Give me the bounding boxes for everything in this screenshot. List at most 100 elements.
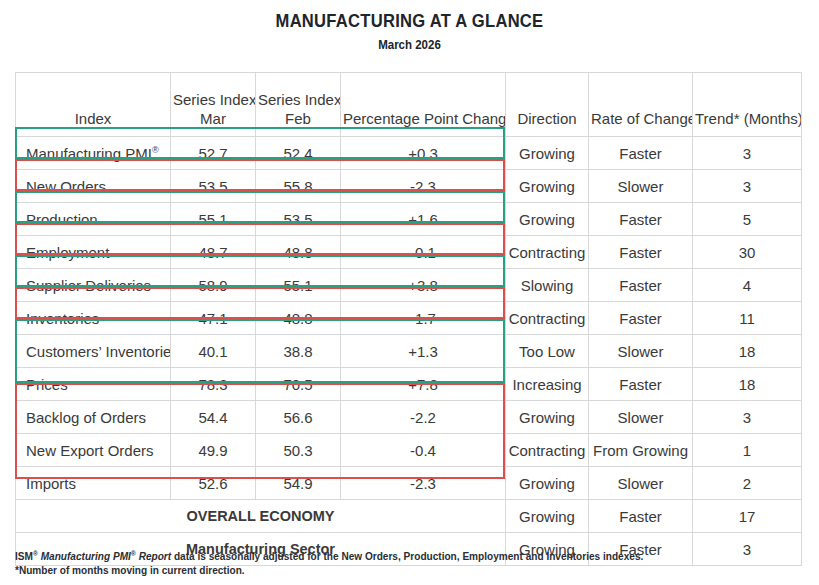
change-cell: +1.6 — [341, 203, 506, 236]
feb-cell: 50.3 — [256, 434, 341, 467]
direction-cell: Growing — [506, 203, 589, 236]
rate-cell: Faster — [589, 236, 693, 269]
trend-cell: 5 — [693, 203, 802, 236]
trend-cell: 17 — [693, 500, 802, 533]
rate-cell: Slower — [589, 170, 693, 203]
change-cell: -2.2 — [341, 401, 506, 434]
trend-cell: 11 — [693, 302, 802, 335]
mar-cell: 78.3 — [171, 368, 256, 401]
table-row-imports: Imports 52.6 54.9 -2.3 Growing Slower 2 — [16, 467, 802, 500]
mar-cell: 55.1 — [171, 203, 256, 236]
registered-mark: ® — [152, 145, 159, 155]
trend-cell: 3 — [693, 137, 802, 170]
trend-cell: 2 — [693, 467, 802, 500]
change-cell: -2.3 — [341, 170, 506, 203]
feb-cell: 52.4 — [256, 137, 341, 170]
feb-cell: 38.8 — [256, 335, 341, 368]
col-header-pct-change: Percentage Point Change — [341, 73, 506, 137]
index-cell: New Export Orders — [16, 434, 171, 467]
table-row-new-orders: New Orders 53.5 55.8 -2.3 Growing Slower… — [16, 170, 802, 203]
direction-cell: Too Low — [506, 335, 589, 368]
feb-cell: 55.1 — [256, 269, 341, 302]
col-header-direction: Direction — [506, 73, 589, 137]
mar-cell: 52.6 — [171, 467, 256, 500]
direction-cell: Growing — [506, 137, 589, 170]
trend-cell: 18 — [693, 368, 802, 401]
trend-cell: 3 — [693, 401, 802, 434]
feb-cell: 56.6 — [256, 401, 341, 434]
mar-cell: 52.7 — [171, 137, 256, 170]
trend-cell: 18 — [693, 335, 802, 368]
direction-cell: Increasing — [506, 368, 589, 401]
change-cell: +0.3 — [341, 137, 506, 170]
glance-table: Index Series Index Mar Series Index Feb … — [15, 72, 802, 566]
rate-cell: Faster — [589, 500, 693, 533]
page-title: MANUFACTURING AT A GLANCE — [33, 11, 786, 32]
table-row-employment: Employment 48.7 48.8 -0.1 Contracting Fa… — [16, 236, 802, 269]
col-header-series-index-feb: Series Index Feb — [256, 73, 341, 137]
rate-cell: Slower — [589, 335, 693, 368]
col-header-rate-of-change: Rate of Change — [589, 73, 693, 137]
mar-cell: 54.4 — [171, 401, 256, 434]
change-cell: +1.3 — [341, 335, 506, 368]
feb-cell: 48.8 — [256, 302, 341, 335]
direction-cell: Slowing — [506, 269, 589, 302]
change-cell: +7.8 — [341, 368, 506, 401]
direction-cell: Contracting — [506, 302, 589, 335]
rate-cell: From Growing — [589, 434, 693, 467]
direction-cell: Growing — [506, 467, 589, 500]
index-cell: New Orders — [16, 170, 171, 203]
col-header-index: Index — [16, 73, 171, 137]
change-cell: -0.1 — [341, 236, 506, 269]
feb-cell: 55.8 — [256, 170, 341, 203]
rate-cell: Slower — [589, 467, 693, 500]
table-row-production: Production 55.1 53.5 +1.6 Growing Faster… — [16, 203, 802, 236]
col-header-series-index-mar: Series Index Mar — [171, 73, 256, 137]
table-row-new-export-orders: New Export Orders 49.9 50.3 -0.4 Contrac… — [16, 434, 802, 467]
index-cell: Supplier Deliveries — [16, 269, 171, 302]
direction-cell: Growing — [506, 170, 589, 203]
mar-cell: 40.1 — [171, 335, 256, 368]
glance-table-wrap: Index Series Index Mar Series Index Feb … — [15, 72, 801, 566]
index-cell: Production — [16, 203, 171, 236]
feb-cell: 48.8 — [256, 236, 341, 269]
rate-cell: Faster — [589, 203, 693, 236]
direction-cell: Growing — [506, 500, 589, 533]
index-cell: Employment — [16, 236, 171, 269]
mar-cell: 47.1 — [171, 302, 256, 335]
index-cell: Manufacturing PMI® — [16, 137, 171, 170]
mar-cell: 48.7 — [171, 236, 256, 269]
footnote-seasonal-adjustment: ISM® Manufacturing PMI® Report data is s… — [15, 549, 773, 563]
rate-cell: Faster — [589, 368, 693, 401]
mar-cell: 58.9 — [171, 269, 256, 302]
report-month: March 2026 — [33, 38, 786, 52]
col-header-trend: Trend* (Months) — [693, 73, 802, 137]
rate-cell: Faster — [589, 269, 693, 302]
mar-cell: 53.5 — [171, 170, 256, 203]
trend-cell: 4 — [693, 269, 802, 302]
table-row-prices: Prices 78.3 70.5 +7.8 Increasing Faster … — [16, 368, 802, 401]
rate-cell: Faster — [589, 302, 693, 335]
table-row-backlog-of-orders: Backlog of Orders 54.4 56.6 -2.2 Growing… — [16, 401, 802, 434]
direction-cell: Growing — [506, 401, 589, 434]
footnote-trend-definition: *Number of months moving in current dire… — [15, 563, 773, 577]
index-cell: Inventories — [16, 302, 171, 335]
feb-cell: 54.9 — [256, 467, 341, 500]
feb-cell: 70.5 — [256, 368, 341, 401]
change-cell: -1.7 — [341, 302, 506, 335]
change-cell: +3.8 — [341, 269, 506, 302]
table-row-customers-inventories: Customers’ Inventories 40.1 38.8 +1.3 To… — [16, 335, 802, 368]
direction-cell: Contracting — [506, 236, 589, 269]
change-cell: -0.4 — [341, 434, 506, 467]
manufacturing-at-a-glance-page: MANUFACTURING AT A GLANCE March 2026 Ind… — [0, 0, 819, 585]
footnotes: ISM® Manufacturing PMI® Report data is s… — [15, 549, 773, 577]
mar-cell: 49.9 — [171, 434, 256, 467]
feb-cell: 53.5 — [256, 203, 341, 236]
index-cell: Customers’ Inventories — [16, 335, 171, 368]
direction-cell: Contracting — [506, 434, 589, 467]
change-cell: -2.3 — [341, 467, 506, 500]
rate-cell: Slower — [589, 401, 693, 434]
table-row-supplier-deliveries: Supplier Deliveries 58.9 55.1 +3.8 Slowi… — [16, 269, 802, 302]
trend-cell: 3 — [693, 170, 802, 203]
index-cell: Imports — [16, 467, 171, 500]
